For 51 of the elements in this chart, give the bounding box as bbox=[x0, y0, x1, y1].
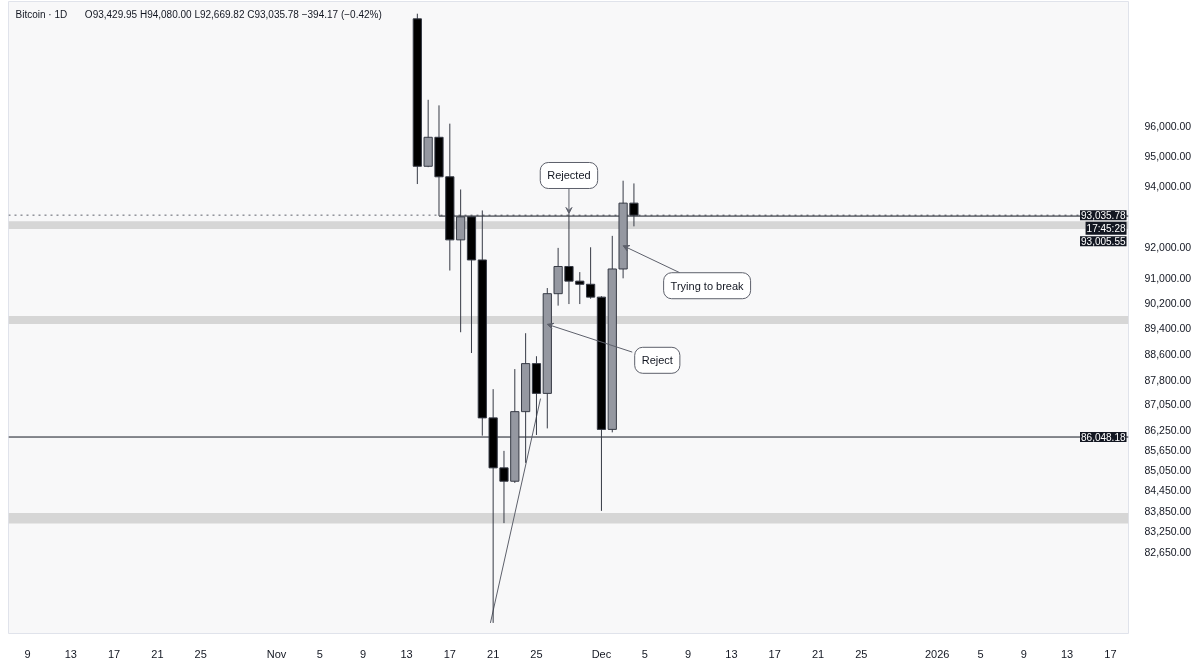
x-tick-label: 13 bbox=[1061, 647, 1074, 660]
x-tick-label: 5 bbox=[316, 647, 323, 660]
x-tick-label: 25 bbox=[530, 647, 543, 660]
annotation: Rejected bbox=[547, 169, 591, 182]
x-tick-label: 17 bbox=[443, 647, 456, 660]
x-tick-label: 9 bbox=[24, 647, 31, 660]
x-tick-label: 25 bbox=[855, 647, 868, 660]
y-tick-label: 87,050.00 bbox=[1144, 398, 1192, 411]
x-tick-label: 25 bbox=[194, 647, 207, 660]
y-tick-label: 87,800.00 bbox=[1144, 373, 1192, 386]
x-tick-label: 21 bbox=[811, 647, 825, 660]
annotation: Trying to break bbox=[670, 279, 745, 292]
y-tick-label: 94,000.00 bbox=[1144, 179, 1192, 192]
y-tick-label: 88,600.00 bbox=[1144, 347, 1192, 360]
y-tick-label: 83,250.00 bbox=[1144, 524, 1192, 537]
x-tick-label: 17 bbox=[768, 647, 781, 660]
y-tick-label: 95,000.00 bbox=[1144, 149, 1192, 162]
x-tick-label: 17 bbox=[107, 647, 121, 660]
data-label: 93,005.55 bbox=[1081, 236, 1126, 248]
x-tick-label: 5 bbox=[977, 647, 984, 660]
annotation: Reject bbox=[641, 354, 673, 367]
y-tick-label: 96,000.00 bbox=[1144, 120, 1192, 133]
text: O93,429.95 H94,080.00 L92,669.82 C93,035.78 −394.17 (−0.42%) bbox=[84, 9, 382, 20]
y-tick-label: 90,200.00 bbox=[1144, 297, 1192, 310]
x-tick-label: 21 bbox=[487, 647, 500, 660]
x-tick-label: 13 bbox=[400, 647, 413, 660]
x-tick-label: Nov bbox=[266, 647, 287, 660]
y-tick-label: 92,000.00 bbox=[1144, 240, 1192, 253]
x-tick-label: 17 bbox=[1104, 647, 1117, 660]
x-tick-label: 21 bbox=[151, 647, 164, 660]
x-tick-label: 9 bbox=[360, 647, 367, 660]
x-tick-label: 13 bbox=[725, 647, 738, 660]
x-tick-label: 9 bbox=[1020, 647, 1027, 660]
x-tick-label: 2026 bbox=[924, 647, 950, 660]
x-tick-label: 9 bbox=[685, 647, 692, 660]
x-tick-label: 13 bbox=[64, 647, 77, 660]
y-tick-label: 85,050.00 bbox=[1144, 464, 1192, 477]
y-tick-label: 84,450.00 bbox=[1144, 484, 1192, 497]
y-tick-label: 86,250.00 bbox=[1144, 424, 1192, 437]
candlestick bbox=[586, 246, 596, 300]
candlestick bbox=[575, 271, 585, 305]
y-tick-label: 85,650.00 bbox=[1144, 444, 1192, 457]
text: Bitcoin · 1D bbox=[15, 9, 68, 20]
x-tick-label: 5 bbox=[641, 647, 648, 660]
y-tick-label: 91,000.00 bbox=[1144, 272, 1192, 285]
y-tick-label: 82,650.00 bbox=[1144, 545, 1192, 558]
ref-line-label: 93,035.78 17:45:28 bbox=[1081, 210, 1126, 234]
y-tick-label: 83,850.00 bbox=[1144, 504, 1192, 517]
ref-line-label: 86,048.18 bbox=[1081, 432, 1126, 444]
x-tick-label: Dec bbox=[591, 647, 612, 660]
y-tick-label: 89,400.00 bbox=[1144, 322, 1192, 335]
